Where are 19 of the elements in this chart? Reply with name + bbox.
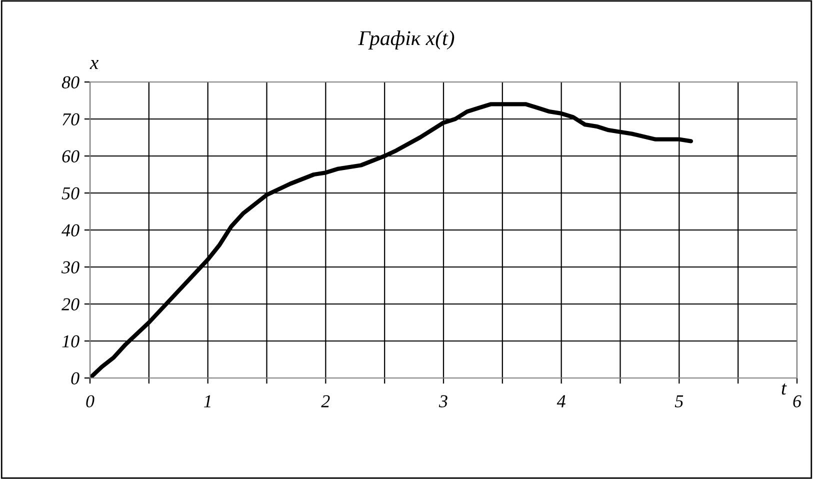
x-tick-label: 0: [86, 395, 94, 408]
x-tick-label: 5: [674, 395, 684, 408]
x-tick-label: 2: [321, 395, 330, 408]
y-tick-label: 50: [62, 187, 80, 200]
y-tick-label: 40: [62, 224, 80, 236]
chart-title: Графік x(t): [358, 30, 454, 50]
y-tick-label: 20: [62, 298, 80, 310]
y-tick-label: 0: [71, 372, 80, 384]
y-tick-label: 30: [62, 261, 80, 274]
x-tick-label: 4: [556, 395, 566, 408]
x-tick-label: 6: [793, 395, 802, 408]
y-axis-title: x: [90, 60, 98, 69]
x-axis-title: t: [782, 384, 787, 395]
x-tick-label: 3: [438, 395, 448, 408]
y-tick-label: 10: [62, 335, 80, 348]
y-tick-label: 60: [62, 150, 80, 162]
x-tick-label: 1: [204, 395, 210, 408]
y-tick-label: 70: [62, 113, 80, 126]
y-tick-label: 80: [62, 76, 80, 88]
